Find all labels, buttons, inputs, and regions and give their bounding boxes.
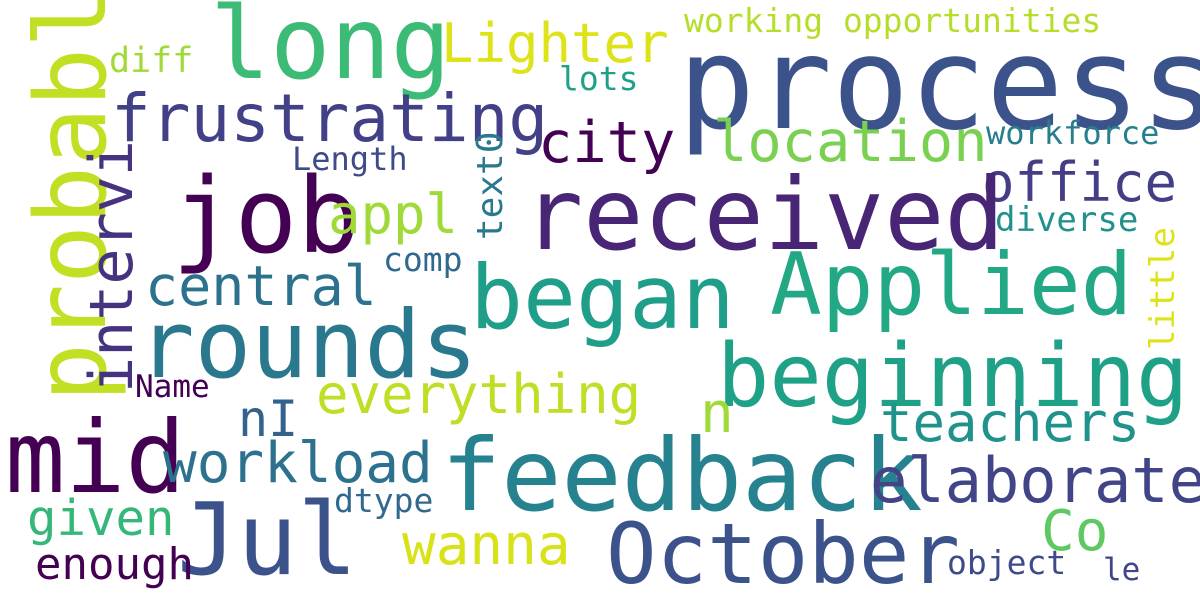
word-location: location xyxy=(713,109,988,175)
word-began: began xyxy=(470,246,735,349)
word-elaborate: elaborate xyxy=(870,444,1200,517)
word-received: received xyxy=(523,156,1005,273)
word-office: office xyxy=(982,151,1178,214)
word-wanna: wanna xyxy=(402,513,571,578)
word-object: object xyxy=(947,543,1067,582)
word-teachers: teachers xyxy=(880,391,1141,454)
word-text0: text0 xyxy=(470,131,511,240)
word-lots: lots xyxy=(559,59,639,98)
word-mid: mid xyxy=(5,399,186,516)
word-long: long xyxy=(210,0,451,102)
word-name: Name xyxy=(135,369,210,405)
word-enough: enough xyxy=(35,539,194,590)
word-intervi: intervi xyxy=(77,140,147,393)
word-n: n xyxy=(700,381,734,446)
word-october: October xyxy=(606,505,961,600)
word-workload: workload xyxy=(163,431,433,496)
word-central: central xyxy=(145,254,377,318)
word-working-opportunities: working opportunities xyxy=(684,1,1102,40)
word-process: process xyxy=(678,10,1200,159)
word-given: given xyxy=(27,490,175,547)
word-rounds: rounds xyxy=(138,291,478,400)
word-diverse: diverse xyxy=(995,200,1139,240)
word-le: le xyxy=(1103,552,1141,588)
word-jul: Jul xyxy=(177,481,358,598)
word-feedback: feedback xyxy=(441,417,923,534)
word-lighter: Lighter xyxy=(441,12,669,75)
word-ni: nI xyxy=(238,390,299,448)
word-workforce: workforce xyxy=(986,114,1160,152)
word-comp: comp xyxy=(383,240,463,279)
word-co: Co xyxy=(1041,499,1109,564)
word-dtype: dtype xyxy=(334,481,434,520)
word-frustrating: frustrating xyxy=(111,80,549,157)
word-appl: appl xyxy=(328,183,459,246)
word-beginning: beginning xyxy=(717,325,1189,427)
word-everything: everything xyxy=(316,363,642,426)
word-job: job xyxy=(172,155,360,277)
word-applied: Applied xyxy=(770,235,1133,335)
word-length: Length xyxy=(292,140,408,178)
word-city: city xyxy=(538,110,676,176)
word-diff: diff xyxy=(109,41,194,81)
